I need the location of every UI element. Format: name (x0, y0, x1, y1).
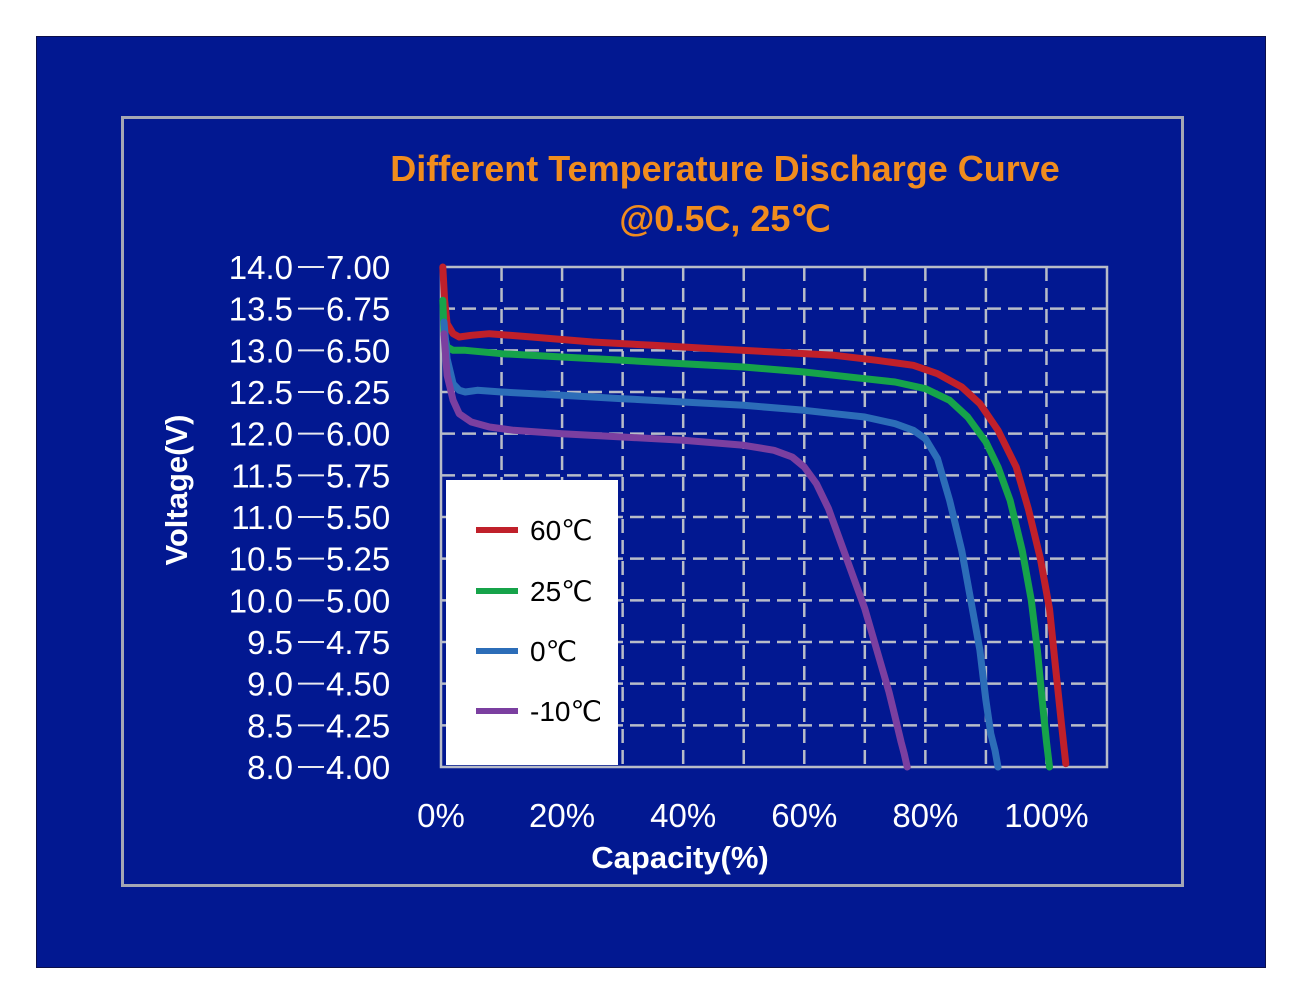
legend-label: -10℃ (530, 695, 602, 727)
y-tick-label-inner: 4.00 (326, 749, 390, 786)
y-tick-label-inner: 5.75 (326, 457, 390, 494)
y-tick-label-inner: 5.50 (326, 499, 390, 536)
legend-swatch (476, 708, 518, 714)
legend-item-0c: 0℃ (476, 631, 577, 671)
y-tick-label-outer: 12.5 (229, 374, 293, 411)
y-tick-label-outer: 10.0 (229, 582, 293, 619)
y-tick-label-outer: 14.0 (229, 249, 293, 286)
x-tick-label: 40% (650, 797, 716, 834)
chart-subtitle: @0.5C, 25℃ (619, 198, 831, 239)
y-tick-label-outer: 8.5 (247, 707, 293, 744)
y-tick-label-outer: 8.0 (247, 749, 293, 786)
y-tick-label-inner: 6.25 (326, 374, 390, 411)
y-tick-label-outer: 9.5 (247, 624, 293, 661)
series-lines (439, 263, 1070, 771)
x-tick-label: 80% (892, 797, 958, 834)
legend-swatch (476, 588, 518, 594)
plot-border (439, 265, 1109, 769)
series-line-2 (440, 318, 1002, 771)
legend-label: 60℃ (530, 514, 593, 546)
legend: 60℃ 25℃ 0℃ -10℃ (446, 480, 618, 765)
y-tick-label-inner: 6.00 (326, 416, 390, 453)
chart-title: Different Temperature Discharge Curve (390, 148, 1060, 189)
legend-item-60c: 60℃ (476, 510, 593, 550)
legend-swatch (476, 648, 518, 654)
y-tick-label-outer: 9.0 (247, 666, 293, 703)
y-tick-label-inner: 6.50 (326, 332, 390, 369)
x-tick-label: 0% (417, 797, 465, 834)
x-tick-label: 100% (1004, 797, 1088, 834)
tick-labels: 8.0 4.00 8.5 4.25 9.0 4.50 9.5 4.75 10.0 5.00 10.5… (229, 249, 1089, 834)
legend-label: 25℃ (530, 575, 593, 607)
series-line-3 (440, 330, 911, 771)
y-tick-label-inner: 5.25 (326, 541, 390, 578)
x-axis-label: Capacity(%) (591, 840, 768, 875)
y-tick-label-outer: 11.0 (231, 499, 293, 536)
legend-item-25c: 25℃ (476, 571, 593, 611)
axes (298, 265, 1109, 769)
series-line-1 (439, 296, 1053, 771)
y-tick-label-inner: 4.75 (326, 624, 390, 661)
y-tick-label-inner: 7.00 (326, 249, 390, 286)
y-tick-label-outer: 12.0 (229, 416, 293, 453)
legend-label: 0℃ (530, 635, 578, 667)
y-tick-label-inner: 4.25 (326, 707, 390, 744)
y-tick-label-outer: 10.5 (229, 541, 293, 578)
y-tick-label-outer: 11.5 (231, 457, 293, 494)
y-axis-label: Voltage(V) (159, 415, 194, 566)
y-tick-label-inner: 4.50 (326, 666, 390, 703)
x-tick-label: 60% (771, 797, 837, 834)
x-tick-label: 20% (529, 797, 595, 834)
chart-frame (121, 116, 1184, 887)
y-tick-label-inner: 5.00 (326, 582, 390, 619)
chart-panel (36, 36, 1266, 968)
y-tick-label-outer: 13.0 (229, 332, 293, 369)
legend-item-minus10c: -10℃ (476, 691, 602, 731)
y-tick-label-outer: 13.5 (229, 291, 293, 328)
series-line-0 (439, 263, 1070, 768)
legend-swatch (476, 527, 518, 533)
y-tick-label-inner: 6.75 (326, 291, 390, 328)
